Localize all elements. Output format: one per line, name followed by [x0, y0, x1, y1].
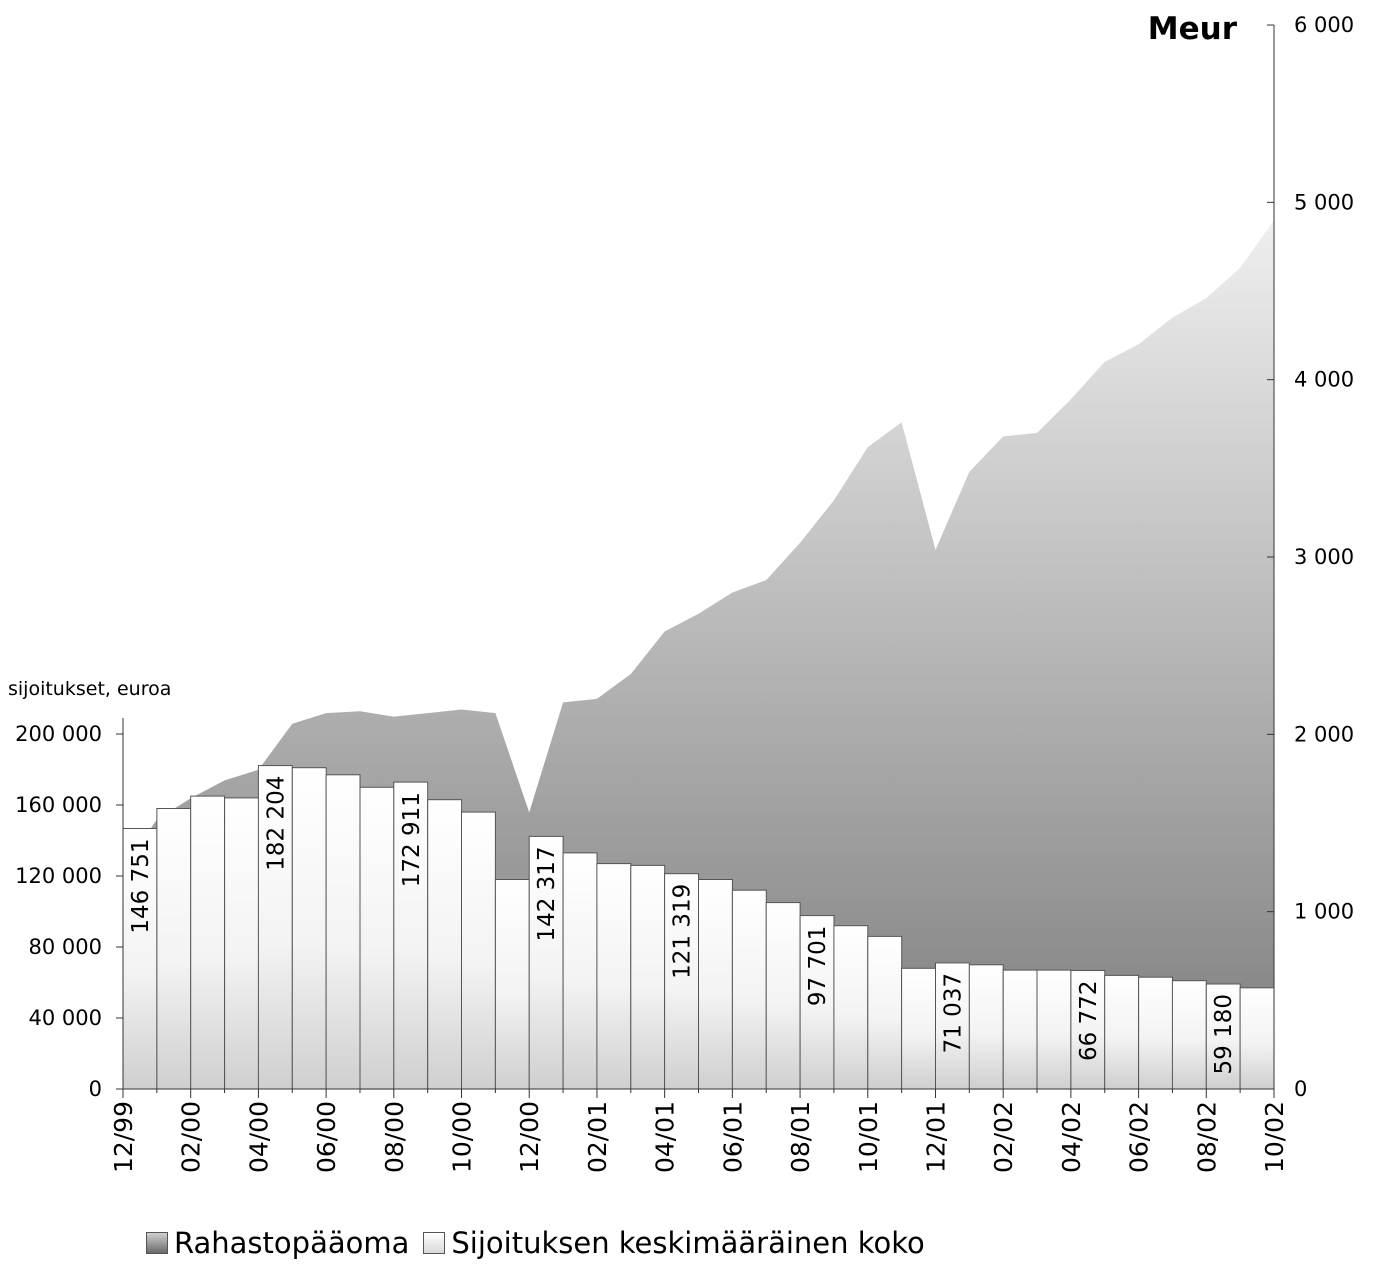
x-tick-label: 06/01 — [718, 1101, 747, 1173]
right-axis-title: Meur — [1148, 11, 1238, 47]
bar-data-label: 182 204 — [263, 776, 289, 871]
bar-03-01 — [596, 863, 632, 1090]
bar-data-label: 97 701 — [805, 926, 831, 1006]
right-tick-label: 0 — [1294, 1077, 1307, 1101]
right-tick-label: 5 000 — [1294, 190, 1354, 214]
axis-layer: 0 40 000 80 000 120 000 160 000 200 000 sijoit… — [8, 11, 1354, 1173]
x-tick-label: 08/00 — [380, 1101, 409, 1173]
left-tick-label: 120 000 — [15, 864, 102, 888]
right-tick-label: 1 000 — [1294, 900, 1354, 924]
legend-swatch-area — [146, 1232, 168, 1254]
bar-04-02 — [1036, 969, 1072, 1090]
bar-08-02 — [1171, 980, 1207, 1090]
bar-02-00 — [156, 808, 192, 1090]
bar-11-00 — [461, 811, 496, 1090]
left-tick-label: 40 000 — [29, 1006, 102, 1030]
bar-04-00 — [224, 797, 260, 1090]
legend-entry-bar: Sijoituksen keskimääräinen koko — [423, 1226, 925, 1260]
x-tick-label: 08/01 — [786, 1101, 815, 1173]
legend: Rahastopääoma Sijoituksen keskimääräinen… — [146, 1226, 939, 1260]
legend-label-bar: Sijoituksen keskimääräinen koko — [451, 1226, 925, 1260]
bar-06-00 — [291, 767, 327, 1090]
x-tick-label: 10/01 — [854, 1101, 883, 1173]
bar-06-02 — [1104, 974, 1140, 1090]
bar-data-label: 59 180 — [1211, 994, 1237, 1074]
x-tick-label: 06/00 — [312, 1101, 341, 1173]
x-tick-label: 02/02 — [989, 1101, 1018, 1173]
bar-01-01 — [528, 835, 564, 1090]
bar-04-01 — [630, 864, 666, 1090]
bar-03-00 — [190, 795, 226, 1090]
bar-12-00 — [494, 879, 530, 1090]
bar-07-02 — [1138, 976, 1173, 1090]
bar-05-02 — [1070, 970, 1106, 1090]
bar-data-label: 66 772 — [1076, 981, 1102, 1061]
legend-swatch-bar — [423, 1232, 446, 1254]
right-tick-label: 2 000 — [1294, 722, 1354, 746]
bar-data-label: 121 319 — [670, 884, 696, 979]
x-tick-label: 12/99 — [109, 1101, 138, 1173]
bar-10-02 — [1239, 987, 1275, 1090]
legend-entry-area: Rahastopääoma — [146, 1226, 409, 1260]
left-tick-label: 200 000 — [15, 722, 102, 746]
legend-label-area: Rahastopääoma — [174, 1226, 410, 1260]
x-tick-label: 10/00 — [448, 1101, 477, 1173]
bar-data-label: 142 317 — [534, 846, 560, 941]
bar-data-label: 172 911 — [399, 792, 425, 887]
left-tick-label: 160 000 — [15, 793, 102, 817]
x-tick-label: 04/02 — [1057, 1101, 1086, 1173]
x-tick-label: 02/00 — [177, 1101, 206, 1173]
x-tick-label: 12/01 — [922, 1101, 951, 1173]
bar-08-00 — [359, 786, 395, 1090]
label-layer: 146 751 182 204 172 911 142 317 121 319 97 70… — [128, 776, 1237, 1075]
x-tick-label: 06/02 — [1125, 1101, 1154, 1173]
right-tick-label: 6 000 — [1294, 13, 1354, 37]
bar-layer — [122, 765, 1275, 1090]
left-tick-label: 0 — [89, 1077, 102, 1101]
bar-06-01 — [698, 879, 733, 1090]
bar-data-label: 71 037 — [940, 973, 966, 1053]
bar-07-00 — [325, 774, 361, 1090]
bar-09-02 — [1205, 983, 1241, 1090]
right-tick-label: 3 000 — [1294, 545, 1354, 569]
bar-08-01 — [765, 902, 801, 1090]
bar-09-00 — [393, 781, 429, 1090]
left-tick-label: 80 000 — [29, 935, 102, 959]
bar-07-01 — [731, 889, 767, 1090]
bar-02-02 — [968, 964, 1004, 1090]
bar-10-00 — [427, 799, 463, 1090]
bar-03-02 — [1002, 969, 1038, 1090]
bar-12-01 — [901, 967, 936, 1090]
bar-data-label: 146 751 — [128, 839, 154, 934]
bar-10-01 — [833, 925, 869, 1090]
x-tick-label: 10/02 — [1260, 1101, 1289, 1173]
bar-11-01 — [867, 935, 903, 1090]
left-axis-title: sijoitukset, euroa — [8, 678, 171, 700]
x-tick-label: 08/02 — [1192, 1101, 1221, 1173]
x-tick-label: 04/00 — [244, 1101, 273, 1173]
right-tick-label: 4 000 — [1294, 368, 1354, 392]
x-tick-label: 02/01 — [583, 1101, 612, 1173]
x-tick-label: 12/00 — [515, 1101, 544, 1173]
x-tick-label: 04/01 — [651, 1101, 680, 1173]
bar-02-01 — [562, 852, 598, 1090]
